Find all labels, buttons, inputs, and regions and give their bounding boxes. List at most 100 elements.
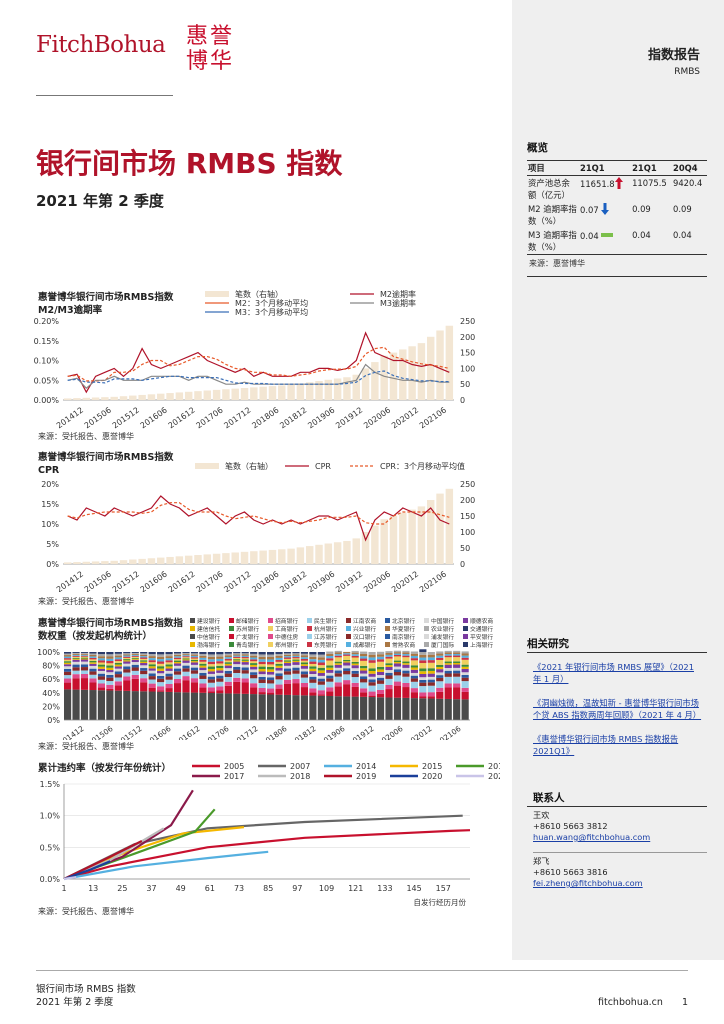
count-bar <box>250 551 258 564</box>
weight-bar-segment <box>368 682 376 686</box>
weight-bar-segment <box>368 676 376 680</box>
weight-bar-segment <box>173 674 182 679</box>
weight-bar-segment <box>334 654 342 656</box>
weight-bar-segment <box>292 683 300 696</box>
weight-bar-segment <box>300 671 309 675</box>
weight-bar-segment <box>258 669 266 672</box>
weight-bar-segment <box>444 673 452 677</box>
weight-bar-segment <box>199 652 207 654</box>
legend-swatch <box>463 618 468 623</box>
weight-bar-segment <box>250 653 258 656</box>
weight-bar-segment <box>258 688 266 693</box>
weight-bar-segment <box>351 657 359 662</box>
count-bar <box>259 550 267 564</box>
related-link[interactable]: 《2021 年银行间市场 RMBS 展望》（2021 年 1 月） <box>533 662 694 684</box>
weight-bar-segment <box>410 688 418 693</box>
weight-bar-segment <box>165 662 173 665</box>
weight-bar-segment <box>419 652 427 655</box>
weight-bar-segment <box>343 696 351 720</box>
count-bar <box>82 397 90 400</box>
weight-bar-segment <box>89 678 97 683</box>
y-tick-label: 15% <box>41 500 59 509</box>
weight-bar-segment <box>199 692 207 720</box>
related-link[interactable]: 《惠誉博华银行间市场 RMBS 指数报告 2021Q1》 <box>533 734 679 756</box>
weight-bar-segment <box>140 678 148 683</box>
weight-bar-segment <box>402 676 410 683</box>
weight-bar-segment <box>157 652 165 655</box>
x-tick-label: 109 <box>319 884 334 893</box>
page-subtitle: 2021 年第 2 季度 <box>36 192 164 210</box>
count-bar <box>315 544 323 564</box>
weight-bar-segment <box>258 656 266 660</box>
weight-bar-segment <box>157 691 165 720</box>
x-tick-label: 202006 <box>376 724 405 740</box>
weight-bar-segment <box>410 651 418 654</box>
legend-label: 笔数（右轴） <box>235 289 283 299</box>
contact-email[interactable]: huan.wang@fitchbohua.com <box>533 832 651 842</box>
legend-label: 2019 <box>356 772 376 781</box>
weight-bar-segment <box>410 672 418 676</box>
weight-bar-segment <box>453 662 461 665</box>
weight-bar-segment <box>89 665 97 669</box>
legend-label: 农业银行 <box>431 625 454 633</box>
x-tick-label: 13 <box>88 884 98 893</box>
count-bar <box>445 325 454 400</box>
legend-label: M3逾期率 <box>380 298 416 308</box>
weight-bar-segment <box>317 678 325 682</box>
weight-bar-segment <box>326 681 334 688</box>
weight-bar-segment <box>326 651 334 654</box>
weight-bar-segment <box>309 668 317 672</box>
weight-bar-segment <box>216 663 224 666</box>
weight-bar-segment <box>131 674 139 679</box>
weight-bar-segment <box>199 663 207 666</box>
count-bar <box>380 519 388 564</box>
series-line-2019 <box>63 840 143 880</box>
weight-bar-segment <box>461 651 469 654</box>
count-bar <box>417 506 426 564</box>
weight-bar-segment <box>317 670 325 674</box>
weight-bar-segment <box>436 691 444 699</box>
x-tick-label: 202006 <box>362 570 392 592</box>
weight-bar-segment <box>326 658 334 661</box>
weight-bar-segment <box>216 670 224 673</box>
weight-bar-segment <box>182 660 190 663</box>
weight-bar-segment <box>300 674 309 678</box>
weight-bar-segment <box>385 654 393 657</box>
weight-bar-segment <box>224 685 232 694</box>
weight-bar-segment <box>140 660 148 662</box>
weight-bar-segment <box>80 652 89 653</box>
related-link[interactable]: 《洞幽烛微，温故知新 - 惠誉博华银行间市场个贷 ABS 指数两周年回顾》（20… <box>533 698 702 720</box>
weight-bar-segment <box>216 686 224 691</box>
weight-bar-segment <box>317 690 325 695</box>
overview-heading: 概览 <box>527 142 548 154</box>
weight-bar-segment <box>199 670 207 673</box>
y-tick-label: 40% <box>42 689 60 698</box>
contact-email[interactable]: fei.zheng@fitchbohua.com <box>533 878 643 888</box>
weight-bar-segment <box>165 691 173 720</box>
weight-bar-segment <box>140 654 148 657</box>
weight-bar-segment <box>317 662 325 666</box>
x-tick-label: 97 <box>292 884 302 893</box>
brand-name-cn: 惠誉博华 <box>186 24 235 74</box>
weight-bar-segment <box>250 694 258 720</box>
weight-bar-segment <box>393 669 402 673</box>
weight-bar-segment <box>123 654 131 656</box>
weight-bar-segment <box>241 653 249 655</box>
weight-bar-segment <box>114 681 122 686</box>
weight-bar-segment <box>326 667 334 670</box>
weight-bar-segment <box>351 696 359 720</box>
weight-bar-segment <box>461 681 469 688</box>
weight-bar-segment <box>300 687 309 696</box>
weight-bar-segment <box>224 670 232 674</box>
weight-bar-segment <box>233 672 241 678</box>
count-bar <box>296 547 305 564</box>
legend-label: 杭州银行 <box>314 625 337 633</box>
weight-bar-segment <box>114 657 122 660</box>
weight-bar-segment <box>64 678 72 683</box>
x-tick-label: 201906 <box>306 406 336 430</box>
weight-bar-segment <box>165 658 173 661</box>
weight-bar-segment <box>410 698 418 720</box>
legend-swatch <box>307 626 312 631</box>
divider <box>527 276 707 277</box>
x-tick-label: 202012 <box>390 406 420 430</box>
